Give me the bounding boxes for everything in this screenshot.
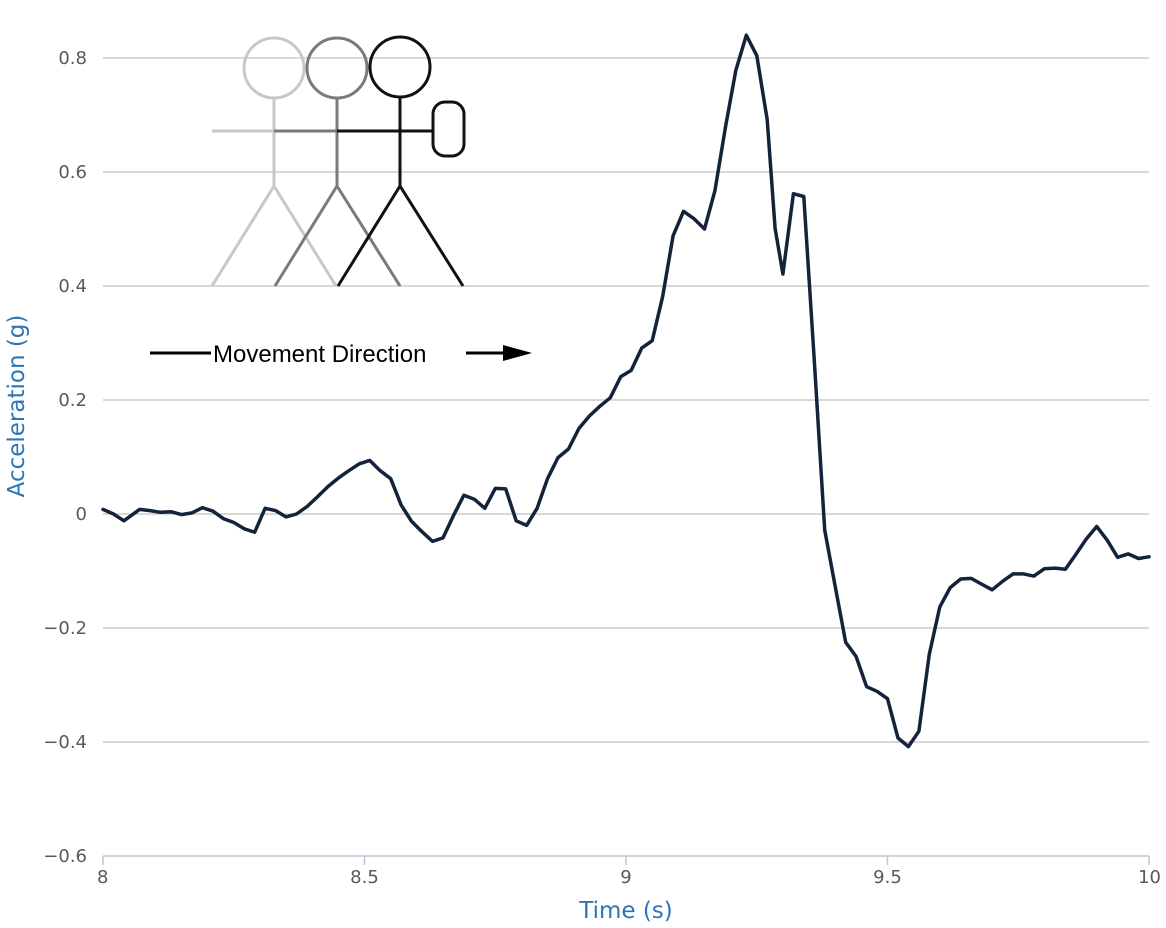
y-tick-label: 0.4 <box>58 276 87 297</box>
x-tick-label: 8.5 <box>350 867 379 888</box>
figure-dark <box>336 35 466 287</box>
gridlines <box>103 57 1149 743</box>
y-axis-title: Acceleration (g) <box>4 315 30 498</box>
movement-direction-annotation: Movement Direction <box>150 341 532 368</box>
y-tick-label: 0 <box>76 504 87 525</box>
y-tick-label: −0.6 <box>43 846 87 867</box>
movement-direction-label: Movement Direction <box>213 341 426 368</box>
x-axis-title: Time (s) <box>578 898 673 924</box>
walking-figures-illustration <box>210 35 466 287</box>
y-tick-label: −0.2 <box>43 618 87 639</box>
y-tick-label: −0.4 <box>43 732 87 753</box>
figure-light <box>210 36 338 287</box>
y-tick-label: 0.8 <box>58 48 87 69</box>
y-tick-labels: −0.6 −0.4 −0.2 0 0.2 0.4 0.6 0.8 <box>43 48 87 867</box>
x-tick-label: 8 <box>97 867 108 888</box>
axes <box>102 855 1150 865</box>
series-line-acceleration <box>101 33 1151 749</box>
x-tick-labels: 8 8.5 9 9.5 10 <box>97 867 1161 888</box>
x-tick-label: 9 <box>620 867 631 888</box>
arrow-head-icon <box>503 345 532 361</box>
x-tick-label: 9.5 <box>873 867 902 888</box>
y-tick-label: 0.6 <box>58 162 87 183</box>
figure-mid <box>273 36 402 287</box>
x-tick-label: 10 <box>1138 867 1161 888</box>
y-tick-label: 0.2 <box>58 390 87 411</box>
